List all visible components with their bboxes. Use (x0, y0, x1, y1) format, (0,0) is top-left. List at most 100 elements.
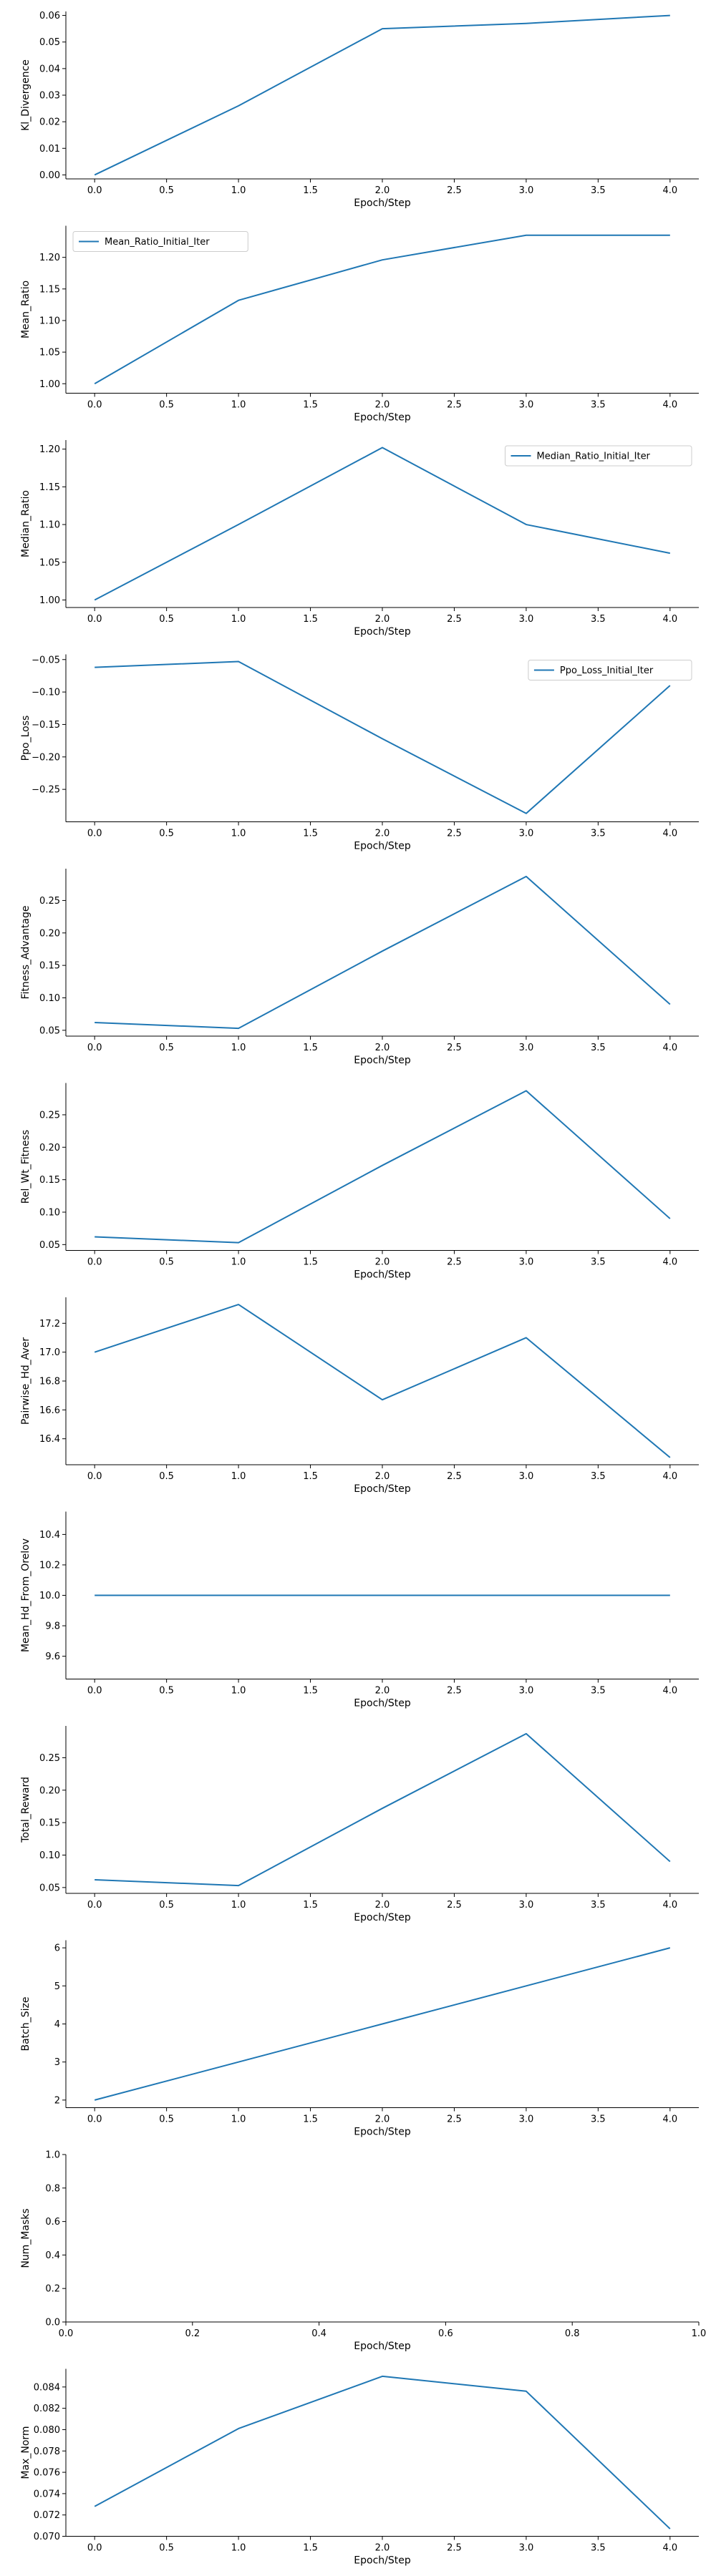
legend: Ppo_Loss_Initial_Iter (528, 660, 692, 680)
y-tick-label: 0.01 (39, 144, 60, 155)
x-tick-label: 1.5 (303, 1043, 318, 1053)
y-tick-label: 0.20 (39, 1143, 60, 1153)
x-tick-label: 0.0 (59, 2328, 74, 2339)
chart-panel-4: 0.0 0.5 1.0 1.5 2.0 2.5 3.0 3.5 4.0 −0.25 −0.20 −0.… (20, 654, 699, 852)
x-tick-label: 3.5 (591, 1900, 606, 1911)
x-tick-label: 2.5 (447, 1043, 462, 1053)
y-tick-label: 4 (54, 2019, 60, 2030)
x-axis-label: Epoch/Step (354, 626, 411, 638)
x-tick-label: 3.0 (519, 185, 534, 196)
y-tick-label: 0.10 (39, 1207, 60, 1218)
chart-panel-8: 0.0 0.5 1.0 1.5 2.0 2.5 3.0 3.5 4.0 9.6 9.8 10.0 10.… (20, 1511, 699, 1709)
x-tick-label: 0.0 (87, 400, 102, 411)
y-tick-label: 0.072 (34, 2510, 60, 2521)
y-tick-label: 17.2 (39, 1319, 60, 1330)
x-tick-label: 2.0 (375, 614, 390, 625)
series-line (94, 234, 670, 385)
x-tick-label: 2.0 (375, 1900, 390, 1911)
x-tick-label: 2.5 (447, 1257, 462, 1268)
x-tick-label: 3.0 (519, 1900, 534, 1911)
y-tick-label: 1.20 (39, 444, 60, 455)
chart-panel-6: 0.0 0.5 1.0 1.5 2.0 2.5 3.0 3.5 4.0 0.05 0.10 0.15 0… (20, 1083, 699, 1281)
x-tick-label: 2.0 (375, 1257, 390, 1268)
legend-label: Median_Ratio_Initial_Iter (537, 452, 651, 462)
x-tick-label: 0.0 (87, 1257, 102, 1268)
y-tick-label: −0.25 (32, 785, 60, 796)
y-tick-label: 0.25 (39, 896, 60, 907)
chart-panel-11: 0.0 0.2 0.4 0.6 0.8 1.0 0.0 0.2 0.4 0.6 0.8 1.0 Epoc… (20, 2150, 706, 2353)
x-tick-label: 1.5 (303, 1686, 318, 1697)
x-tick-label: 2.0 (375, 400, 390, 411)
x-tick-label: 0.5 (159, 1257, 174, 1268)
y-tick-label: 16.8 (39, 1377, 60, 1387)
y-tick-label: 0.03 (39, 91, 60, 102)
x-tick-label: 1.0 (231, 1686, 246, 1697)
y-tick-label: 0.15 (39, 1175, 60, 1186)
series-line (94, 1947, 671, 2101)
y-tick-label: 0.078 (34, 2446, 60, 2457)
x-tick-label: 3.0 (519, 1043, 534, 1053)
x-axis-label: Epoch/Step (354, 197, 411, 209)
x-tick-label: 1.5 (303, 829, 318, 839)
x-axis-label: Epoch/Step (354, 1269, 411, 1281)
y-tick-label: 0.4 (45, 2250, 60, 2261)
x-tick-label: 1.5 (303, 400, 318, 411)
y-tick-label: −0.10 (32, 688, 60, 698)
x-tick-label: 4.0 (662, 1043, 677, 1053)
x-tick-label: 3.0 (519, 1686, 534, 1697)
x-tick-label: 4.0 (662, 829, 677, 839)
y-tick-label: 0.2 (45, 2284, 60, 2295)
x-tick-label: 1.0 (231, 614, 246, 625)
y-tick-label: 1.10 (39, 316, 60, 326)
series-line (95, 1732, 671, 1887)
x-tick-label: 0.0 (87, 1900, 102, 1911)
x-tick-label: 3.5 (591, 1257, 606, 1268)
x-tick-label: 0.6 (438, 2328, 453, 2339)
y-axis-label: Max_Norm (20, 2426, 32, 2479)
chart-panel-10: 0.0 0.5 1.0 1.5 2.0 2.5 3.0 3.5 4.0 2 3 4 5 6 Epoch/St… (20, 1940, 699, 2138)
y-tick-label: 5 (54, 1981, 60, 1992)
y-tick-label: 1.15 (39, 284, 60, 295)
x-tick-label: 0.5 (159, 829, 174, 839)
series-line (95, 660, 671, 814)
x-axis-label: Epoch/Step (354, 1698, 411, 1709)
x-tick-label: 2.5 (447, 614, 462, 625)
x-tick-label: 4.0 (662, 1257, 677, 1268)
x-tick-label: 0.4 (311, 2328, 326, 2339)
y-tick-label: 0.15 (39, 1818, 60, 1829)
x-tick-label: 2.0 (375, 1471, 390, 1482)
y-tick-label: 0.076 (34, 2468, 60, 2479)
y-axis-label: Ppo_Loss (20, 716, 32, 761)
x-tick-label: 0.0 (87, 614, 102, 625)
x-tick-label: 4.0 (662, 2543, 677, 2554)
y-tick-label: 0.05 (39, 37, 60, 48)
y-tick-label: −0.15 (32, 720, 60, 731)
y-tick-label: 0.02 (39, 117, 60, 128)
x-tick-label: 1.0 (231, 185, 246, 196)
series-line (95, 1090, 671, 1244)
y-tick-label: 0.25 (39, 1753, 60, 1764)
y-tick-label: 0.04 (39, 64, 60, 74)
y-tick-label: 1.00 (39, 379, 60, 390)
legend: Mean_Ratio_Initial_Iter (72, 231, 248, 252)
y-axis-label: Batch_Size (20, 1997, 32, 2051)
y-axis-label: Median_Ratio (20, 490, 32, 557)
x-axis-label: Epoch/Step (354, 2555, 411, 2567)
y-tick-label: 0.6 (45, 2217, 60, 2228)
y-tick-label: 1.20 (39, 253, 60, 263)
series-line (94, 14, 670, 176)
x-tick-label: 2.5 (447, 400, 462, 411)
x-tick-label: 2.5 (447, 829, 462, 839)
x-tick-label: 1.0 (231, 400, 246, 411)
x-tick-label: 1.5 (303, 185, 318, 196)
chart-panel-3: 0.0 0.5 1.0 1.5 2.0 2.5 3.0 3.5 4.0 1.00 1.05 1.10 1… (20, 440, 699, 638)
x-axis-label: Epoch/Step (354, 412, 411, 424)
x-tick-label: 1.5 (303, 2114, 318, 2125)
x-tick-label: 1.0 (231, 1900, 246, 1911)
y-tick-label: 1.00 (39, 595, 60, 606)
x-tick-label: 2.0 (375, 1686, 390, 1697)
y-tick-label: 1.15 (39, 482, 60, 493)
y-tick-label: −0.05 (32, 655, 60, 665)
x-tick-label: 1.5 (303, 2543, 318, 2554)
y-tick-label: 1.05 (39, 348, 60, 358)
